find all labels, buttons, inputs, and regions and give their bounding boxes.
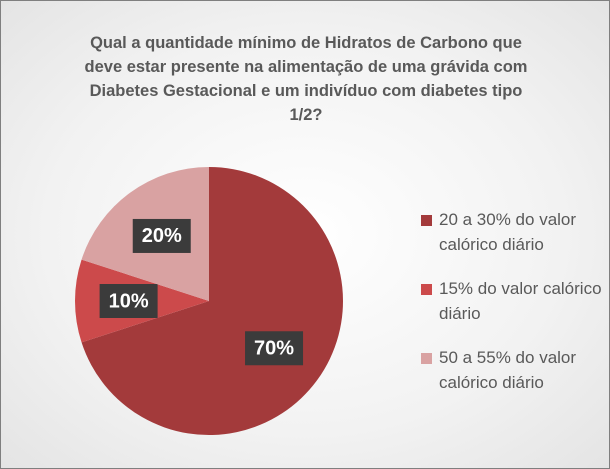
data-label: 10% [109,290,149,312]
data-label-box [99,284,158,318]
legend-label: 20 a 30% do valor calórico diário [439,210,577,254]
legend-swatch [421,284,432,295]
chart-title: Qual a quantidade mínimo de Hidratos de … [84,34,528,124]
data-label-box [245,331,304,366]
data-label-box [132,218,191,253]
legend-label: 15% do valor calórico diário [439,279,602,323]
data-label: 70% [254,338,294,360]
legend-swatch [421,353,432,364]
data-label: 20% [142,225,182,247]
legend-label: 50 a 55% do valor calórico diário [439,348,577,392]
legend-swatch [421,215,432,226]
pie-slice [81,167,344,436]
